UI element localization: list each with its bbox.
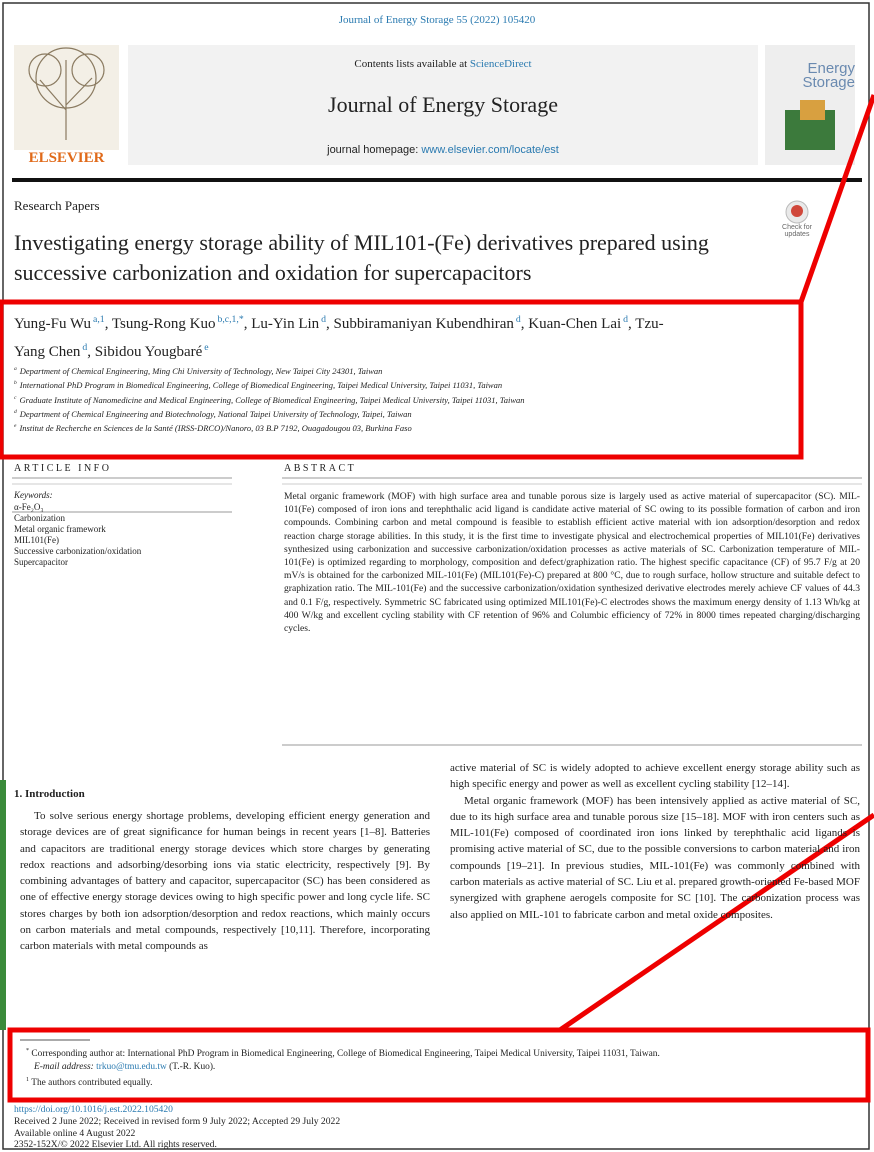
author-name: Tsung-Rong Kuo — [112, 316, 216, 332]
affiliation-text: Department of Chemical Engineering and B… — [20, 409, 412, 419]
publisher: ELSEVIER — [14, 150, 119, 167]
homepage-label: journal homepage: — [327, 144, 418, 156]
keyword: Metal organic framework — [14, 524, 141, 535]
intro-heading: 1. Introduction — [14, 788, 85, 800]
affiliation-text: Department of Chemical Engineering, Ming… — [20, 366, 383, 376]
keyword: α-Fe₂O₃ — [14, 502, 141, 513]
page: Journal of Energy Storage 55 (2022) 1054… — [0, 0, 874, 1152]
footnote-email: E-mail address: trkuo@tmu.edu.tw (T.-R. … — [20, 1061, 860, 1074]
keyword: Carbonization — [14, 513, 141, 524]
author-sup: e — [204, 342, 208, 353]
email-suffix: (T.-R. Kuo). — [169, 1062, 215, 1072]
author-sup: a,1 — [93, 314, 105, 325]
affiliation-text: Institut de Recherche en Sciences de la … — [19, 423, 411, 433]
author-sup: d — [321, 314, 326, 325]
keyword: Successive carbonization/oxidation — [14, 546, 141, 557]
footnote-mark: 1 — [26, 1077, 29, 1083]
author-name: Sibidou Yougbaré — [95, 344, 203, 360]
doi-link[interactable]: https://doi.org/10.1016/j.est.2022.10542… — [14, 1104, 340, 1116]
abstract-text: Metal organic framework (MOF) with high … — [284, 490, 860, 635]
affiliation-sup: a — [14, 366, 17, 372]
author-sup: d — [82, 342, 87, 353]
affiliation-sup: e — [14, 423, 16, 429]
intro-left: To solve serious energy shortage problem… — [20, 808, 430, 955]
homepage: journal homepage: www.elsevier.com/locat… — [128, 144, 758, 156]
author-sup: b,c,1,* — [217, 314, 243, 325]
meta: https://doi.org/10.1016/j.est.2022.10542… — [14, 1104, 340, 1151]
author-name: Yung-Fu Wu — [14, 316, 91, 332]
author-sup: d — [623, 314, 628, 325]
author-name: Lu-Yin Lin — [251, 316, 319, 332]
citation: Journal of Energy Storage 55 (2022) 1054… — [0, 14, 874, 26]
received: Received 2 June 2022; Received in revise… — [14, 1116, 340, 1128]
keyword: MIL101(Fe) — [14, 535, 141, 546]
keyword: Supercapacitor — [14, 557, 141, 568]
sciencedirect-link[interactable]: ScienceDirect — [470, 58, 532, 70]
author-name: Subbiramaniyan Kubendhiran — [334, 316, 514, 332]
affiliation-sup: c — [14, 395, 16, 401]
available: Available online 4 August 2022 — [14, 1128, 340, 1140]
affiliation-sup: d — [14, 409, 17, 415]
journal-name: Journal of Energy Storage — [128, 92, 758, 118]
check-updates[interactable]: Check for updates — [775, 224, 819, 238]
section: Research Papers — [14, 198, 100, 214]
email-link[interactable]: trkuo@tmu.edu.tw — [96, 1062, 167, 1072]
author-sup: d — [516, 314, 521, 325]
footnote-mark: * — [26, 1048, 29, 1054]
footnotes: * Corresponding author at: International… — [20, 1045, 860, 1090]
homepage-link[interactable]: www.elsevier.com/locate/est — [421, 144, 559, 156]
intro-right-p1: active material of SC is widely adopted … — [450, 760, 860, 793]
footnote-corresponding: * Corresponding author at: International… — [20, 1045, 860, 1061]
contents-text: Contents lists available at — [354, 58, 467, 70]
copyright: 2352-152X/© 2022 Elsevier Ltd. All right… — [14, 1139, 340, 1151]
footnote-text: The authors contributed equally. — [31, 1078, 152, 1088]
footnote-text: Corresponding author at: International P… — [31, 1049, 659, 1059]
footnote-equal: 1 The authors contributed equally. — [20, 1074, 860, 1090]
intro-right: active material of SC is widely adopted … — [450, 760, 860, 923]
affiliation-text: International PhD Program in Biomedical … — [20, 380, 502, 390]
abstract-heading: ABSTRACT — [284, 463, 356, 474]
keywords-label: Keywords: — [14, 490, 53, 500]
article-title: Investigating energy storage ability of … — [14, 228, 754, 288]
cover-title: Energy Storage — [800, 62, 855, 90]
affiliation-text: Graduate Institute of Nanomedicine and M… — [19, 394, 524, 404]
contents: Contents lists available at ScienceDirec… — [128, 58, 758, 70]
email-label: E-mail address: — [34, 1062, 94, 1072]
author-name: Kuan-Chen Lai — [528, 316, 621, 332]
article-info-heading: ARTICLE INFO — [14, 463, 111, 474]
intro-right-p2: Metal organic framework (MOF) has been i… — [450, 793, 860, 923]
affiliation-sup: b — [14, 380, 17, 386]
